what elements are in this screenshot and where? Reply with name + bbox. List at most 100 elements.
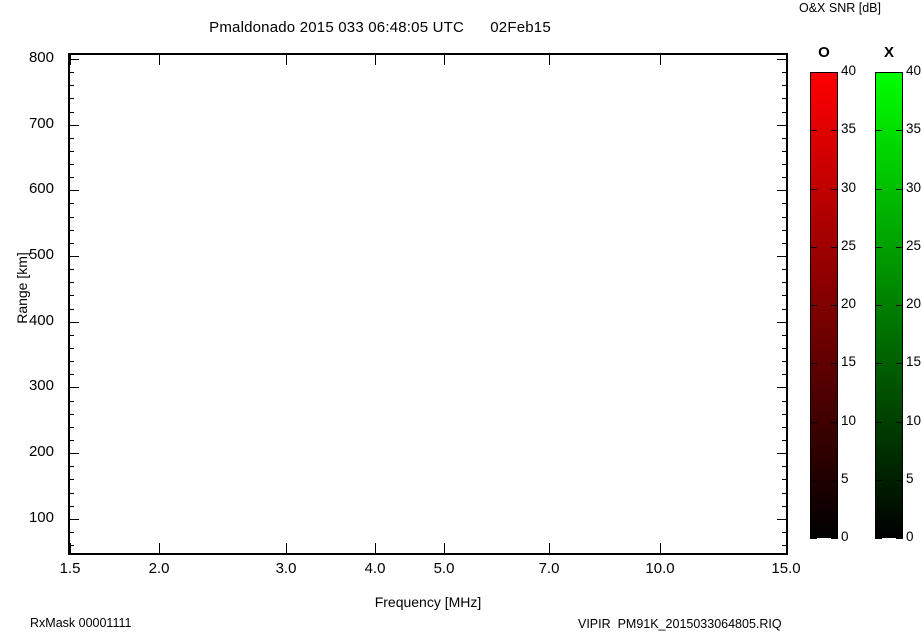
colorbar-tick-label: 35 (841, 121, 857, 136)
colorbar-tick (875, 422, 882, 423)
y-axis-minor-tick (68, 440, 74, 441)
y-axis-minor-tick (782, 427, 788, 428)
y-axis-minor-tick (782, 151, 788, 152)
y-axis-tick (777, 453, 788, 454)
y-axis-tick (777, 387, 788, 388)
y-axis-minor-tick (782, 98, 788, 99)
y-axis-tick (68, 519, 79, 520)
y-axis-minor-tick (68, 164, 74, 165)
colorbar-tick (810, 480, 817, 481)
colorbar-tick (875, 247, 882, 248)
colorbar-tick (831, 480, 838, 481)
y-axis-minor-tick (68, 138, 74, 139)
colorbar-tick (810, 363, 817, 364)
y-axis-minor-tick (68, 151, 74, 152)
y-axis-minor-tick (782, 348, 788, 349)
y-axis-minor-tick (782, 479, 788, 480)
y-axis-minor-tick (782, 440, 788, 441)
colorbar-tick (810, 189, 817, 190)
y-axis-tick (777, 256, 788, 257)
x-axis-tick (70, 543, 71, 555)
page-title: Pmaldonado 2015 033 06:48:05 UTC 02Feb15 (209, 19, 551, 36)
x-axis-tick-label: 7.0 (538, 560, 560, 577)
colorbar-tick-label: 30 (906, 180, 922, 195)
colorbar-tick (810, 72, 817, 73)
colorbar-tick (831, 247, 838, 248)
y-axis-minor-tick (782, 374, 788, 375)
x-axis-tick (549, 53, 550, 65)
y-axis-minor-tick (68, 335, 74, 336)
colorbar-tick (810, 305, 817, 306)
colorbar-tick (875, 538, 882, 539)
colorbar-tick (810, 538, 817, 539)
y-axis-title: Range [km] (14, 252, 30, 324)
y-axis-minor-tick (782, 414, 788, 415)
colorbar-tick (896, 72, 903, 73)
colorbar-tick (896, 305, 903, 306)
y-axis-minor-tick (782, 72, 788, 73)
y-axis-minor-tick (68, 374, 74, 375)
colorbar-tick (831, 538, 838, 539)
x-axis-tick (549, 543, 550, 555)
colorbar-tick (896, 363, 903, 364)
x-axis-tick (375, 543, 376, 555)
y-axis-minor-tick (782, 230, 788, 231)
x-axis-tick-label: 3.0 (275, 560, 297, 577)
x-axis-tick (660, 543, 661, 555)
y-axis-minor-tick (68, 532, 74, 533)
colorbar-tick (896, 480, 903, 481)
y-axis-minor-tick (68, 269, 74, 270)
y-axis-minor-tick (68, 85, 74, 86)
x-axis-tick-label: 4.0 (364, 560, 386, 577)
colorbar-tick (810, 130, 817, 131)
y-axis-minor-tick (782, 295, 788, 296)
y-axis-minor-tick (782, 401, 788, 402)
colorbar-tick (896, 189, 903, 190)
y-axis-minor-tick (782, 112, 788, 113)
y-axis-minor-tick (68, 401, 74, 402)
y-axis-minor-tick (782, 217, 788, 218)
colorbar-tick-label: 25 (841, 238, 857, 253)
x-axis-tick (70, 53, 71, 65)
y-axis-minor-tick (782, 335, 788, 336)
y-axis-minor-tick (68, 466, 74, 467)
colorbar-title-x: X (883, 44, 894, 61)
rxmask-label: RxMask 00001111 (30, 616, 132, 630)
colorbar-tick (896, 247, 903, 248)
y-axis-minor-tick (68, 309, 74, 310)
colorbar-tick (896, 422, 903, 423)
y-axis-tick (68, 125, 79, 126)
x-axis-tick (286, 53, 287, 65)
colorbar-tick-label: 40 (841, 63, 857, 78)
colorbar-tick (810, 247, 817, 248)
colorbar-tick (875, 363, 882, 364)
y-axis-tick (68, 322, 79, 323)
colorbar-tick-label: 5 (906, 471, 914, 486)
x-axis-title: Frequency [MHz] (374, 594, 482, 610)
x-axis-tick (444, 53, 445, 65)
y-axis-minor-tick (782, 506, 788, 507)
y-axis-minor-tick (782, 164, 788, 165)
y-axis-minor-tick (68, 348, 74, 349)
colorbar-tick-label: 30 (841, 180, 857, 195)
x-axis-tick (375, 53, 376, 65)
colorbar-tick-label: 40 (906, 63, 922, 78)
y-axis-tick (777, 322, 788, 323)
colorbar-tick (810, 422, 817, 423)
colorbar-tick (875, 130, 882, 131)
y-axis-minor-tick (68, 217, 74, 218)
y-axis-minor-tick (782, 269, 788, 270)
x-axis-tick-label: 2.0 (148, 560, 170, 577)
y-axis-minor-tick (782, 545, 788, 546)
y-axis-tick-label: 400 (28, 312, 54, 329)
x-axis-tick (444, 543, 445, 555)
colorbar-tick (875, 189, 882, 190)
y-axis-minor-tick (782, 466, 788, 467)
y-axis-minor-tick (68, 282, 74, 283)
x-axis-tick (786, 53, 787, 65)
y-axis-minor-tick (782, 309, 788, 310)
y-axis-minor-tick (782, 85, 788, 86)
y-axis-minor-tick (68, 295, 74, 296)
y-axis-tick-label: 200 (28, 443, 54, 460)
y-axis-tick-label: 800 (28, 49, 54, 66)
